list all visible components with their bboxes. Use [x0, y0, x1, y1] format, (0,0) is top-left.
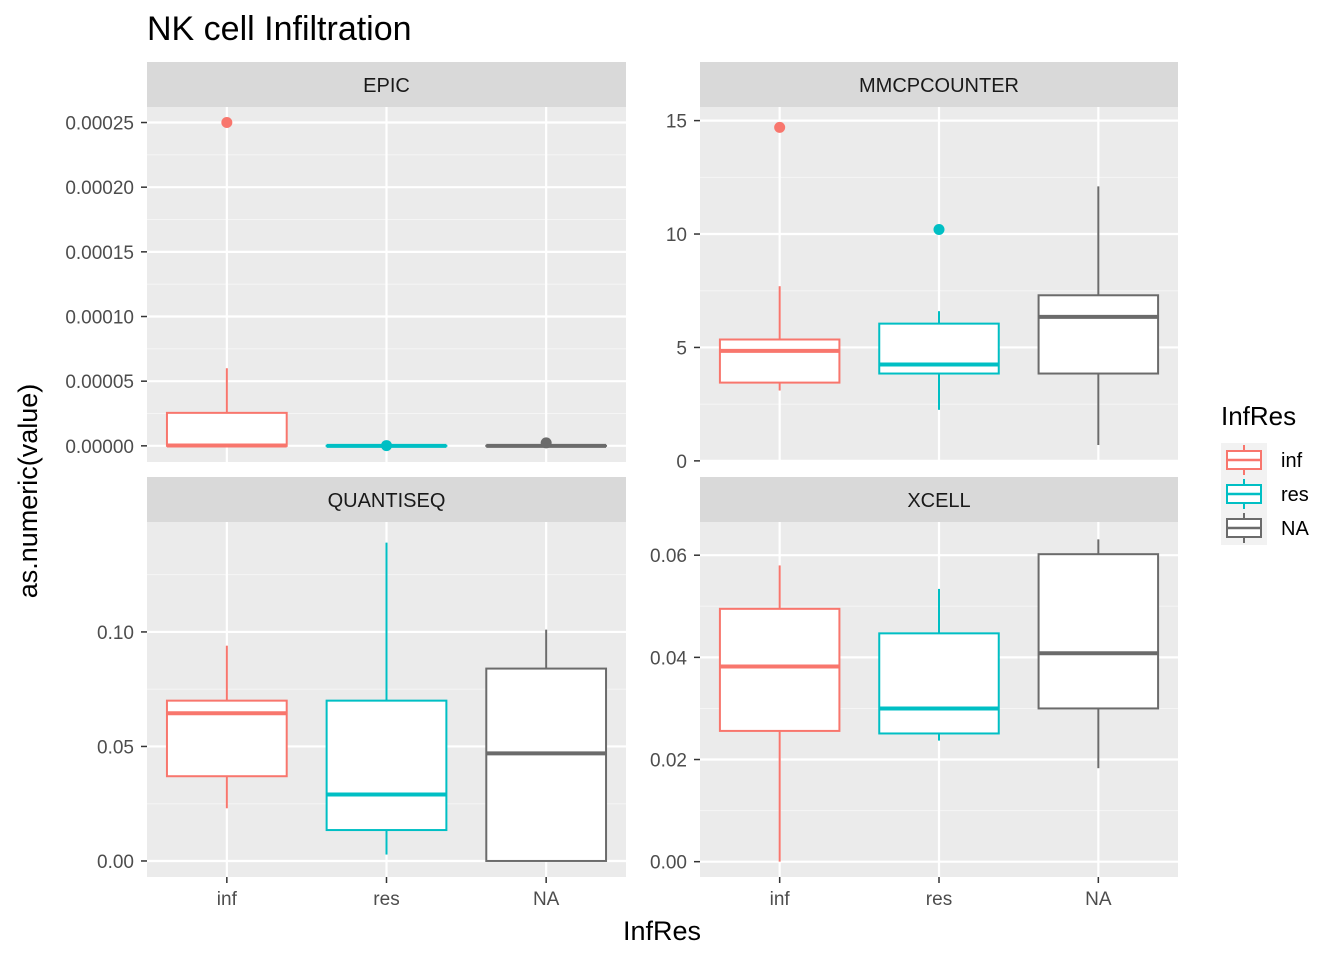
outlier-point — [381, 440, 392, 452]
y-tick-label: 0.00015 — [65, 243, 134, 264]
x-tick-label: NA — [533, 889, 560, 910]
facet-strip — [147, 62, 626, 107]
y-tick-label: 5 — [676, 338, 687, 359]
y-tick-label: 0.00 — [97, 852, 134, 873]
y-tick-label: 0.00005 — [65, 372, 134, 393]
box-body — [878, 632, 1000, 735]
box-inf — [718, 565, 841, 862]
x-tick-label: NA — [1085, 889, 1112, 910]
y-tick-label: 0.10 — [97, 623, 134, 644]
box-res — [325, 542, 448, 855]
box-inf — [165, 645, 288, 809]
facet-strip-label: MMCPCOUNTER — [859, 75, 1019, 97]
x-tick-label: res — [926, 889, 952, 910]
y-tick-label: 15 — [666, 112, 687, 133]
outlier-point — [933, 223, 945, 235]
facet-strip — [700, 62, 1178, 107]
legend-label: NA — [1281, 518, 1309, 540]
facet-strip — [147, 477, 626, 522]
legend-item-inf: inf — [1221, 443, 1303, 477]
y-tick-label: 0.06 — [650, 546, 687, 567]
panel-quantiseq: QUANTISEQ 0.00 0.05 0.10 inf res NA — [97, 477, 626, 910]
legend: InfRes inf res NA — [1221, 401, 1309, 545]
x-tick-label: inf — [217, 889, 238, 910]
facet-strip-label: EPIC — [363, 75, 410, 97]
box-body — [718, 607, 841, 732]
box-na — [485, 437, 608, 449]
y-tick-label: 0.00000 — [65, 437, 134, 458]
chart-title: NK cell Infiltration — [147, 10, 412, 48]
facet-strip-label: QUANTISEQ — [328, 490, 446, 512]
y-tick-label: 0.05 — [97, 737, 134, 758]
x-axis-title: InfRes — [623, 916, 701, 946]
box-res — [325, 440, 448, 452]
legend-label: inf — [1281, 450, 1303, 472]
y-tick-label: 0.04 — [650, 648, 687, 669]
y-tick-label: 0.00 — [650, 853, 687, 874]
y-axis-title: as.numeric(value) — [13, 384, 43, 599]
box-na — [1037, 186, 1160, 445]
panel-epic: EPIC 0.00000 0.00005 0.00010 0.00015 0.00020 0… — [65, 62, 626, 462]
box-body — [165, 411, 288, 447]
facet-strip — [700, 477, 1178, 522]
outlier-point — [221, 117, 233, 129]
facet-strip-label: XCELL — [907, 490, 970, 512]
box-body — [1037, 294, 1160, 375]
box-body — [718, 338, 841, 384]
y-tick-label: 0 — [676, 452, 687, 473]
box-inf — [718, 121, 841, 391]
box-na — [1037, 539, 1160, 769]
y-tick-label: 0.00020 — [65, 178, 134, 199]
x-tick-label: inf — [770, 889, 791, 910]
y-tick-label: 10 — [666, 225, 687, 246]
facet-panels: EPIC0.000000.000050.000100.000150.000200… — [65, 62, 1178, 910]
legend-item-res: res — [1221, 477, 1309, 511]
y-tick-label: 0.00010 — [65, 308, 134, 329]
outlier-point — [774, 121, 786, 133]
box-res — [878, 223, 1000, 410]
legend-label: res — [1281, 484, 1309, 506]
panel-xcell: XCELL 0.00 0.02 0.04 0.06 inf res NA — [650, 477, 1178, 910]
legend-item-na: NA — [1221, 511, 1309, 545]
box-res — [878, 588, 1000, 741]
x-tick-label: res — [373, 889, 399, 910]
legend-title: InfRes — [1221, 401, 1296, 431]
box-na — [485, 629, 608, 862]
box-inf — [165, 117, 288, 448]
outlier-point — [540, 437, 552, 449]
y-tick-label: 0.00025 — [65, 114, 134, 135]
y-tick-label: 0.02 — [650, 751, 687, 772]
box-body — [325, 699, 448, 832]
panel-mmcpcounter: MMCPCOUNTER 0 5 10 15 — [666, 62, 1178, 473]
box-body — [1037, 553, 1160, 710]
box-body — [485, 667, 608, 862]
